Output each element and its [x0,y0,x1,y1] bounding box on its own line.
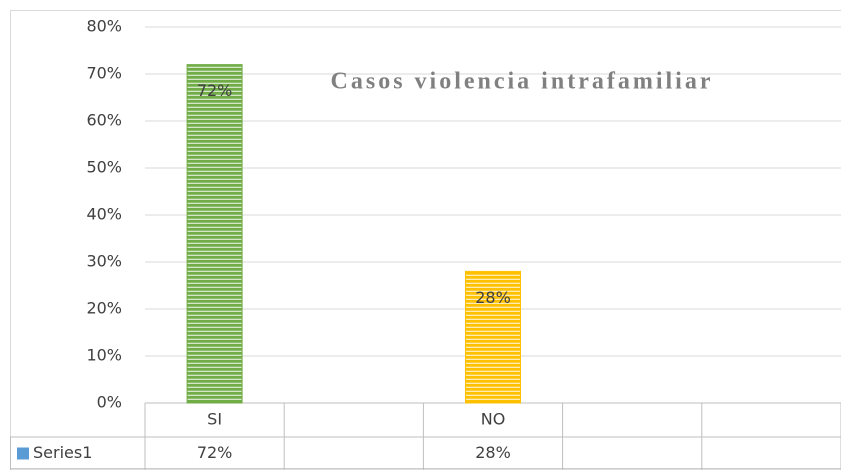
bar [186,64,243,404]
x-tick-label: NO [481,410,506,429]
x-tick-label: SI [207,410,222,429]
legend-label: Series1 [33,443,92,462]
data-label: 28% [475,288,511,307]
y-tick-label: 0% [97,393,122,412]
y-tick-label: 10% [86,346,122,365]
y-tick-label: 80% [86,17,122,36]
table-value: 28% [475,443,511,462]
legend-swatch [17,447,29,460]
data-label: 72% [197,81,233,100]
y-tick-label: 30% [86,252,122,271]
y-tick-label: 40% [86,205,122,224]
table-value: 72% [197,443,233,462]
y-tick-label: 20% [86,299,122,318]
bar [465,270,521,404]
y-tick-label: 60% [86,111,122,130]
y-tick-label: 50% [86,158,122,177]
y-tick-label: 70% [86,64,122,83]
chart-title: Casos violencia intrafamiliar [331,69,714,95]
